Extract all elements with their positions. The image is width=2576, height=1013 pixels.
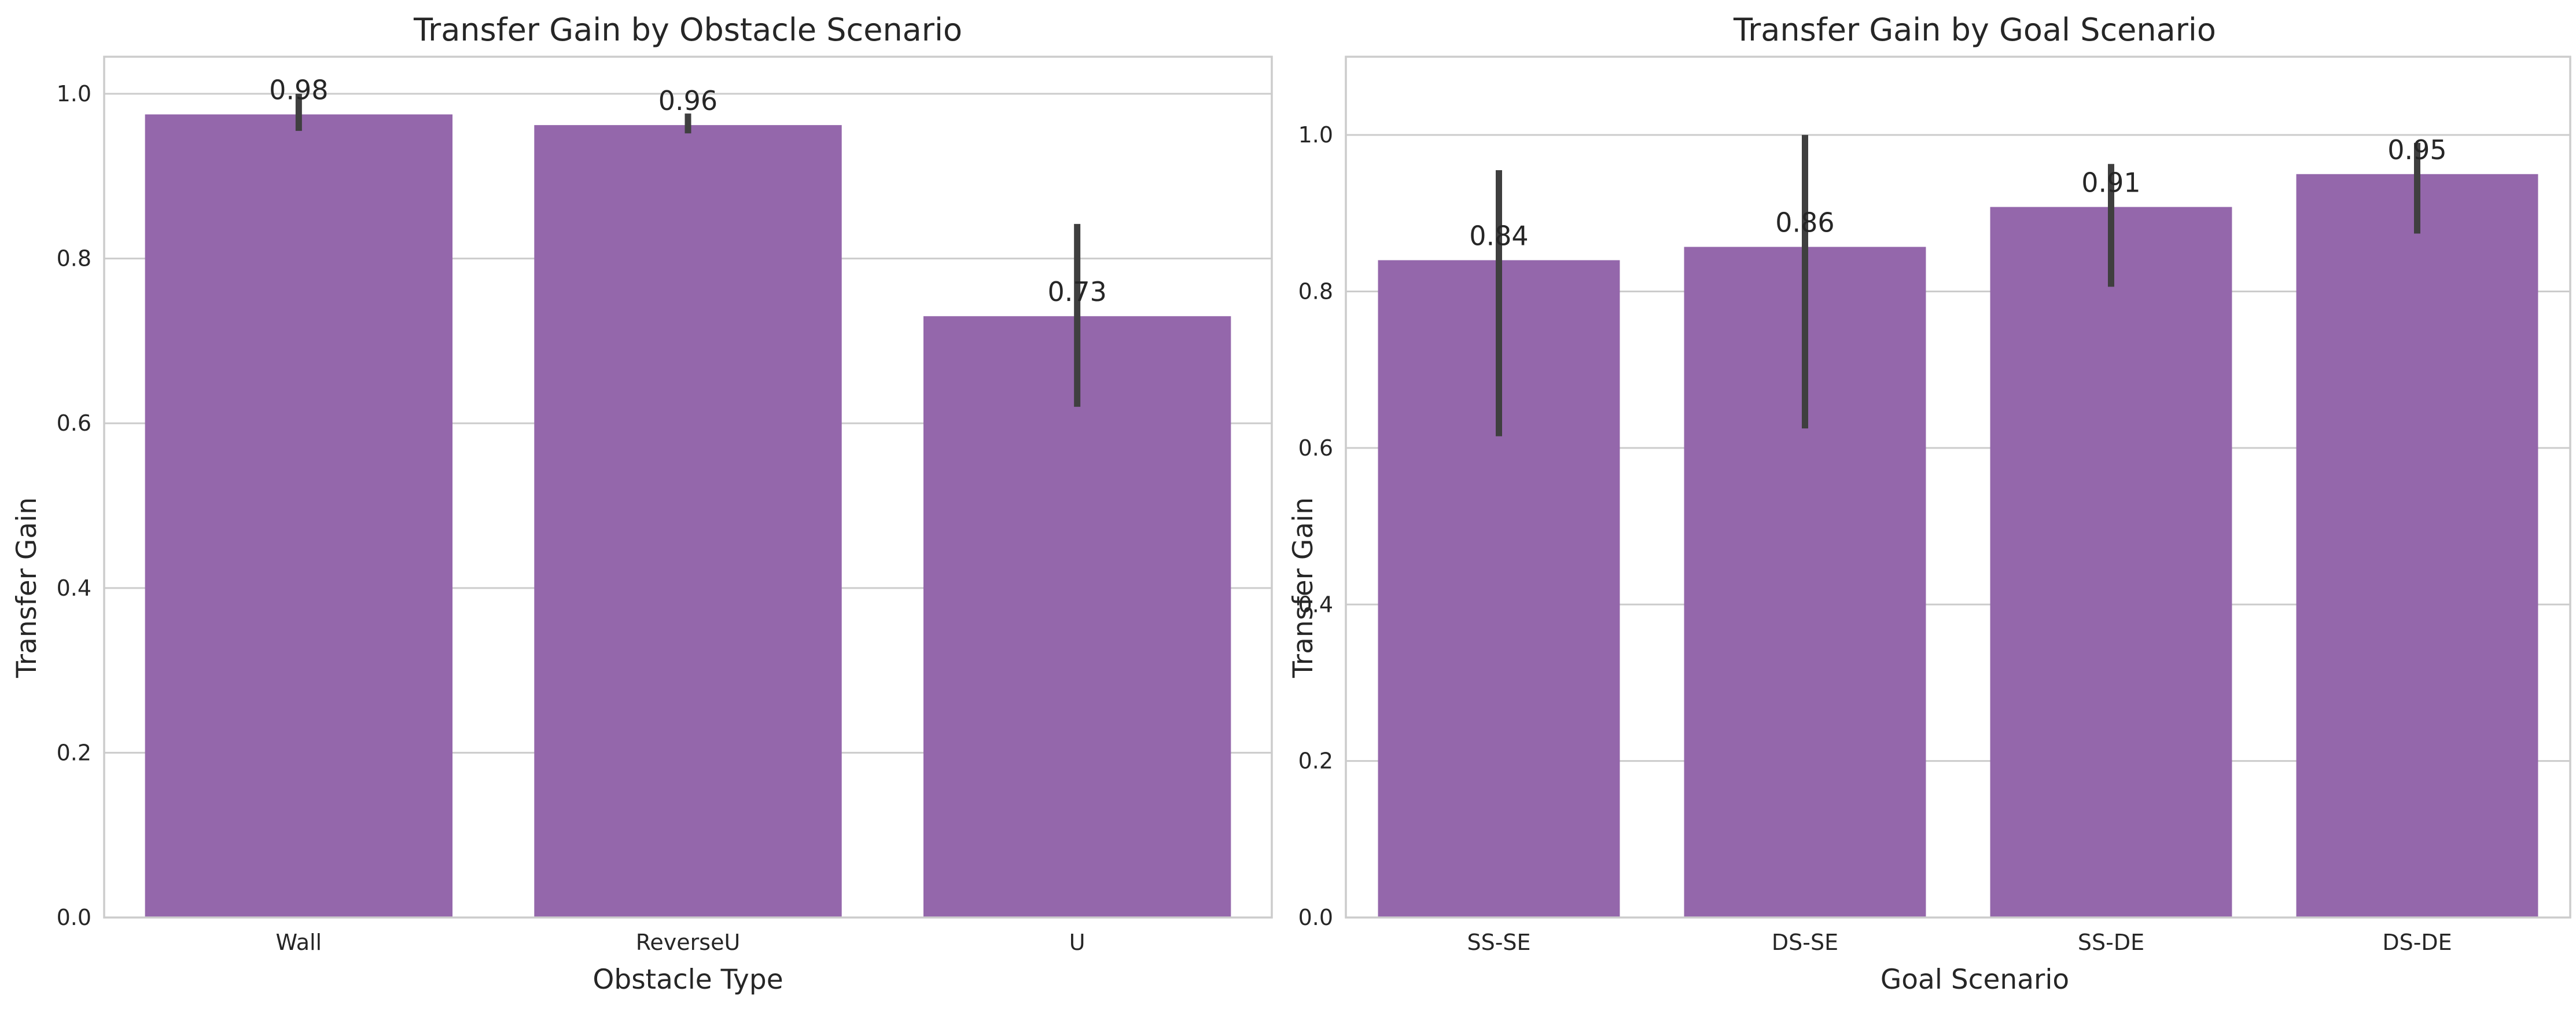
goal-x-tick-label: DS-DE — [2382, 930, 2452, 955]
obstacle-x-tick-label: U — [1069, 930, 1085, 955]
goal-y-tick-label: 0.2 — [1298, 748, 1333, 774]
obstacle-y-tick-label: 0.2 — [57, 740, 91, 765]
obstacle-bar-u — [923, 316, 1231, 918]
goal-y-tick-label: 1.0 — [1298, 122, 1333, 148]
goal-y-tick-label: 0.6 — [1298, 435, 1333, 461]
obstacle-bars — [145, 114, 1231, 918]
goal-data-label: 0.84 — [1469, 220, 1528, 251]
obstacle-data-labels: 0.98 0.96 0.73 — [269, 75, 1107, 308]
obstacle-data-label: 0.96 — [658, 85, 717, 116]
obstacle-chart-title: Transfer Gain by Obstacle Scenario — [413, 12, 962, 48]
goal-error-bars — [1496, 135, 2420, 436]
goal-x-tick-labels: SS-SE DS-SE SS-DE DS-DE — [1467, 930, 2452, 955]
obstacle-data-label: 0.73 — [1047, 276, 1106, 307]
obstacle-y-tick-label: 0.0 — [57, 905, 91, 930]
obstacle-bar-wall — [145, 114, 453, 917]
goal-data-label: 0.95 — [2387, 134, 2446, 166]
goal-plot-frame — [1345, 56, 2571, 919]
obstacle-error-bars — [295, 94, 1081, 407]
goal-y-axis-label: Transfer Gain — [1287, 497, 1319, 678]
goal-x-tick-label: SS-DE — [2078, 930, 2144, 955]
obstacle-bar-reverseu — [534, 125, 842, 918]
obstacle-data-label: 0.98 — [269, 75, 328, 106]
obstacle-x-axis-label: Obstacle Type — [593, 964, 783, 996]
goal-y-tick-label: 0.4 — [1298, 592, 1333, 617]
obstacle-y-tick-label: 0.6 — [57, 410, 91, 436]
goal-y-tick-labels: 0.0 0.2 0.4 0.6 0.8 1.0 — [1298, 122, 1333, 930]
obstacle-plot-frame — [103, 56, 1273, 919]
goal-x-tick-label: DS-SE — [1772, 930, 1838, 955]
goal-data-labels: 0.84 0.86 0.91 0.95 — [1469, 134, 2446, 252]
obstacle-x-tick-label: ReverseU — [636, 930, 741, 955]
obstacle-y-tick-label: 0.8 — [57, 246, 91, 271]
goal-x-axis-label: Goal Scenario — [1881, 964, 2069, 996]
obstacle-y-tick-label: 1.0 — [57, 81, 91, 107]
goal-x-tick-label: SS-SE — [1467, 930, 1530, 955]
obstacle-y-tick-labels: 0.0 0.2 0.4 0.6 0.8 1.0 — [57, 81, 91, 930]
obstacle-y-axis-label: Transfer Gain — [11, 497, 43, 678]
goal-chart-title: Transfer Gain by Goal Scenario — [1733, 12, 2216, 48]
obstacle-x-tick-label: Wall — [276, 930, 322, 955]
goal-data-label: 0.91 — [2081, 167, 2140, 199]
goal-data-label: 0.86 — [1775, 207, 1834, 238]
goal-bar-ss-de — [1990, 207, 2232, 918]
goal-chart-panel: Transfer Gain by Goal Scenario Goal Scen… — [1287, 12, 2571, 996]
obstacle-x-tick-labels: Wall ReverseU U — [276, 930, 1085, 955]
obstacle-chart-panel: Transfer Gain by Obstacle Scenario Obsta… — [11, 12, 1273, 996]
goal-bar-ds-de — [2296, 174, 2538, 918]
obstacle-y-tick-label: 0.4 — [57, 575, 91, 601]
goal-y-tick-label: 0.8 — [1298, 279, 1333, 304]
goal-y-tick-label: 0.0 — [1298, 905, 1333, 930]
